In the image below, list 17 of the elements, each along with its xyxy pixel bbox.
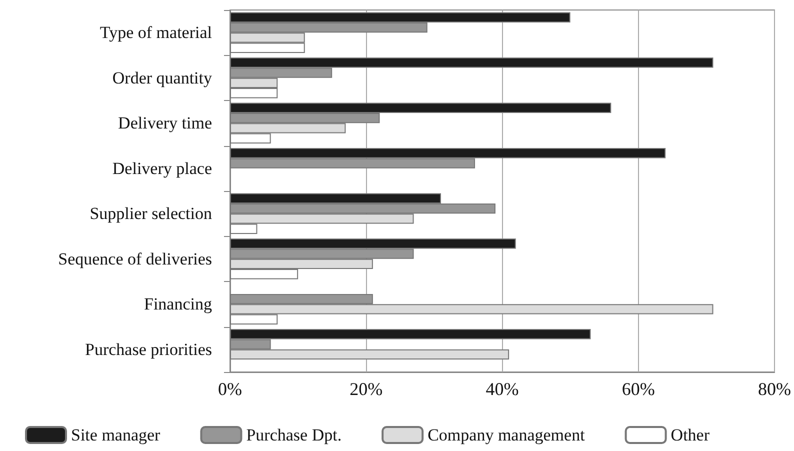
legend-label: Site manager [71, 426, 161, 444]
y-tick-label: Purchase priorities [85, 340, 212, 359]
y-tick-label: Sequence of deliveries [58, 249, 212, 268]
x-tick-label: 80% [758, 379, 792, 399]
y-tick-label: Type of material [100, 23, 212, 42]
y-tick-label: Delivery place [112, 158, 212, 178]
x-tick-label: 20% [350, 379, 383, 399]
x-tick-label: 0% [218, 379, 242, 399]
y-tick-label: Supplier selection [90, 204, 212, 224]
legend-label: Purchase Dpt. [246, 426, 342, 444]
legend-label: Other [670, 426, 710, 444]
x-tick-label: 60% [622, 379, 655, 399]
legend-label: Company management [428, 426, 586, 444]
y-tick-label: Financing [144, 294, 212, 314]
x-tick-label: 40% [486, 379, 519, 399]
y-tick-label: Delivery time [118, 114, 212, 133]
y-tick-label: Order quantity [112, 68, 212, 88]
